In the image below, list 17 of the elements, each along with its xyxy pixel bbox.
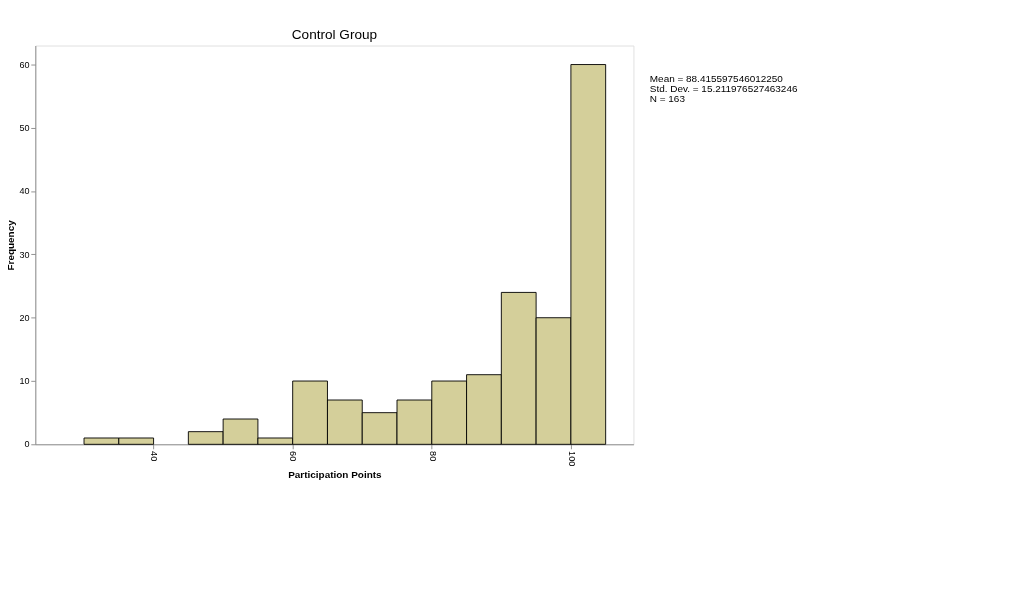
y-tick-label: 50	[19, 123, 30, 134]
text: Std. Dev. = 15.211976527463246	[649, 83, 798, 95]
x-tick-label: 80	[427, 451, 438, 462]
y-tick-label: 20	[19, 312, 30, 323]
x-tick-label: 40	[149, 451, 160, 462]
x-tick-label: 60	[288, 451, 299, 462]
chart-title: Control Group	[291, 27, 378, 43]
x-tick-label: 100	[566, 451, 577, 467]
y-tick-label: 60	[19, 59, 30, 70]
y-tick-label: 10	[19, 376, 30, 387]
y-tick-label: 0	[24, 439, 30, 450]
text: Mean = 88.415597546012250	[649, 73, 784, 85]
y-axis-title: Frequency	[4, 219, 16, 271]
y-tick-label: 30	[19, 249, 30, 260]
y-tick-label: 40	[19, 186, 30, 197]
text: N = 163	[649, 93, 686, 105]
x-axis-title: Participation Points	[288, 469, 383, 481]
